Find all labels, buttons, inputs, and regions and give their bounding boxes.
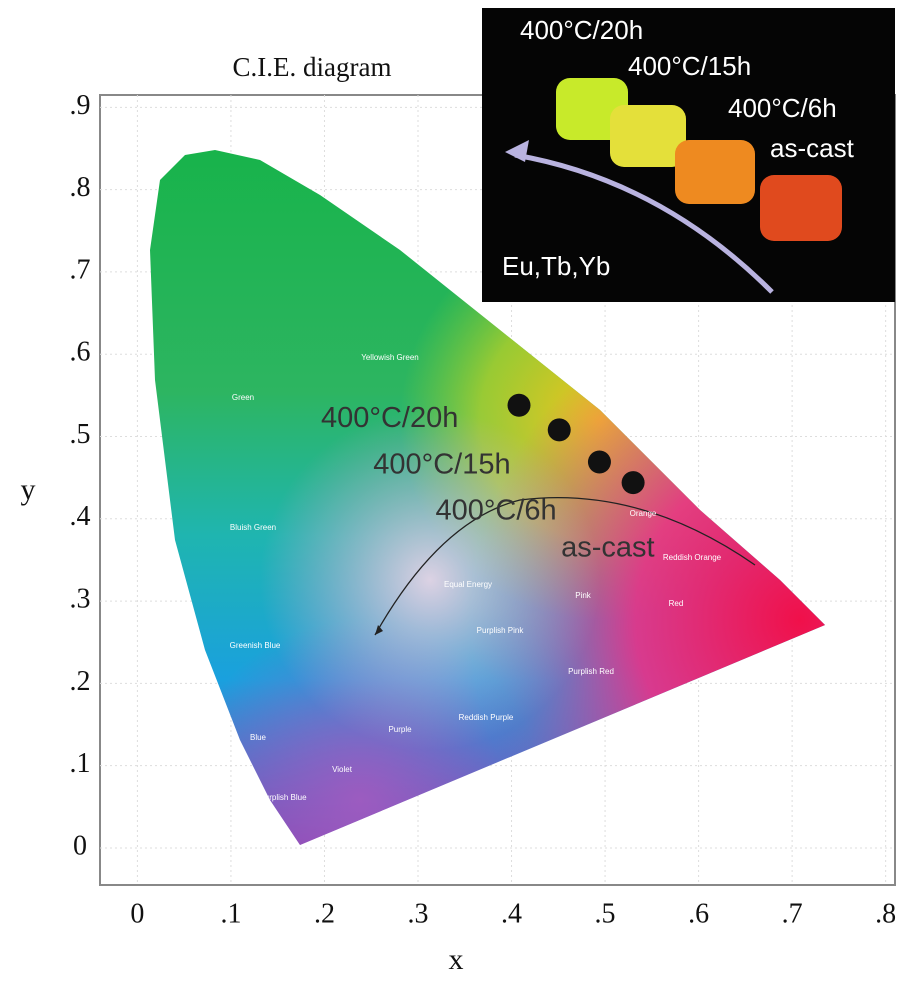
y-axis-label: y [21,473,36,506]
x-tick-label: .2 [314,898,335,929]
chart: Green Yellowish Green Bluish Green Greenish… [0,0,907,983]
point-label: 400°C/6h [435,495,556,527]
point [548,418,571,441]
region-label: Equal Energy [444,580,492,589]
sample-cube [760,175,842,241]
x-axis-label: x [449,943,464,976]
point-label: 400°C/15h [373,449,510,481]
region-label: Green [232,393,254,402]
y-tick-label: .7 [70,254,91,285]
region-label: Orange [630,509,657,518]
region-label: Pink [575,591,592,600]
inset-label: 400°C/20h [520,15,643,45]
y-tick-label: .2 [70,666,91,697]
region-label: Greenish Blue [230,641,281,650]
x-tick-label: .7 [782,898,803,929]
point [588,451,611,474]
x-tick-label: .4 [501,898,522,929]
region-label: Yellowish Green [361,353,419,362]
region-label: Blue [250,733,267,742]
y-tick-label: .6 [70,337,91,368]
y-tick-label: .8 [70,172,91,203]
inset-label: 400°C/6h [728,93,837,123]
x-tick-label: .1 [220,898,241,929]
region-label: Purplish Red [568,667,614,676]
chart-title: C.I.E. diagram [233,52,392,82]
y-tick-label: 0 [73,830,87,861]
region-label: Violet [332,765,353,774]
y-tick-label: .5 [70,419,91,450]
point-label: as-cast [561,531,654,563]
region-label: Reddish Purple [459,713,514,722]
x-tick-label: .6 [688,898,709,929]
y-tick-label: .9 [70,90,91,121]
inset-photo: 400°C/20h 400°C/15h 400°C/6h as-cast Eu,… [482,8,895,302]
inset-label: as-cast [770,133,855,163]
region-label: Bluish Green [230,523,276,532]
inset-arrow-label: Eu,Tb,Yb [502,251,610,281]
point [508,394,531,417]
y-tick-label: .4 [70,501,91,532]
inset-label: 400°C/15h [628,51,751,81]
region-label: Purplish Pink [477,626,525,635]
y-tick-label: .1 [70,748,91,779]
point [622,471,645,494]
region-label: Reddish Orange [663,553,722,562]
sample-cube [610,105,686,167]
region-label: Purplish Blue [259,793,307,802]
y-tick-label: .3 [70,584,91,615]
x-tick-label: .3 [408,898,429,929]
point-label: 400°C/20h [321,402,458,434]
x-tick-label: .8 [875,898,896,929]
region-label: Purple [388,725,412,734]
x-tick-label: .5 [595,898,616,929]
region-label: Red [669,599,684,608]
sample-cube [675,140,755,204]
x-tick-label: 0 [130,898,144,929]
